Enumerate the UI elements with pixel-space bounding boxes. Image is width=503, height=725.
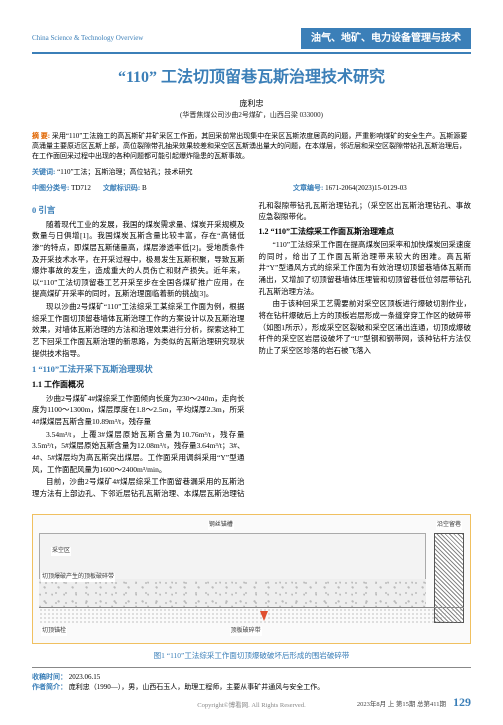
figure-label-3: 切顶爆破产生的顶板破碎带: [41, 573, 115, 582]
section-1-heading: 1 “110”工法开采下瓦斯治理现状: [32, 363, 245, 376]
figure-1-caption: 图1 “110”工法综采工作面切顶爆破破坏后形成的围岩破碎带: [32, 650, 471, 661]
authorbio-label: 作者简介：: [32, 683, 67, 691]
section-11-p1: 沙曲2号煤矿4#煤综采工作面倾向长度为230～240m，走向长度为1100～13…: [32, 393, 245, 428]
figure-label-6: 采空区: [51, 547, 71, 556]
page-number: 129: [453, 695, 471, 709]
section-12-p1: “110”工法综采工作面在提高煤炭回采率和加快煤炭回采速度的同时，给出了工作面瓦…: [259, 239, 472, 297]
col2-p1: 3.54m³/t，上覆3#煤层原始瓦斯含量为10.76m³/t，残存量3.5m³…: [32, 429, 245, 476]
figure-label-2: 沿空留巷: [436, 521, 462, 530]
clc-label: 中图分类号:: [32, 184, 69, 192]
artnum-label: 文章编号:: [293, 184, 323, 192]
received-date: 2023.06.15: [69, 673, 101, 681]
two-column-body: 0 引言 随着现代工业的发展，我国的煤炭需求量、煤炭开采规模及数量与日俱增[1]…: [32, 200, 471, 508]
section-0-p2: 现以沙曲2号煤矿“110”工法综采工某综采工作面为例，根据综采工作面切顶留巷墙体…: [32, 301, 245, 359]
article-title: “110” 工法切顶留巷瓦斯治理技术研究: [32, 66, 471, 90]
figure-rubble-zone: [39, 579, 426, 607]
page-number-block: 2023年8月 上 第15期 总第411期 129: [357, 693, 471, 711]
header-row: China Science & Technology Overview 油气、地…: [32, 28, 471, 54]
section-12-heading: 1.2 “110”工法综采工作面瓦斯治理难点: [259, 226, 472, 238]
abstract-text: 采用“110”工法施工的高瓦斯矿井矿采区工作面，其回采前常出现集中在采区瓦斯浓度…: [32, 132, 467, 160]
doccode-label: 文献标识码:: [103, 184, 140, 192]
footer-section: 收稿时间： 2023.06.15 作者简介： 庞利忠（1990—），男，山西石玉…: [32, 667, 471, 693]
section-0-heading: 0 引言: [32, 204, 245, 217]
abstract-block: 摘 要: 采用“110”工法施工的高瓦斯矿井矿采区工作面，其回采前常出现集中在采…: [32, 131, 471, 161]
page: China Science & Technology Overview 油气、地…: [0, 0, 503, 725]
article-author: 庞利忠: [32, 98, 471, 110]
article-affiliation: (华晋焦煤公司沙曲2号煤矿，山西吕梁 033000): [32, 110, 471, 121]
journal-name-en: China Science & Technology Overview: [32, 33, 301, 44]
authorbio-text: 庞利忠（1990—），男，山西石玉人，助理工程师，主要从事矿井通风与安全工作。: [69, 683, 325, 691]
figure-1: 钢丝锚槽 沿空留巷 切顶爆破产生的顶板破碎带 切顶锚栓 顶板破碎带 采空区: [32, 514, 471, 644]
section-12-p2: 由于该种回采工艺需要前对采空区顶板进行爆破切割作业，将在钻杆爆破后上方的顶板岩层…: [259, 298, 472, 356]
received-label: 收稿时间：: [32, 673, 67, 681]
issue-info: 2023年8月 上 第15期 总第411期: [357, 701, 446, 708]
figure-label-5: 顶板破碎带: [230, 627, 262, 636]
abstract-label: 摘 要:: [32, 132, 50, 140]
figure-arrow-icon: [260, 611, 268, 621]
keywords-label: 关键词:: [32, 168, 55, 176]
figure-floor-strata: [39, 607, 464, 625]
section-11-heading: 1.1 工作面概况: [32, 379, 245, 391]
category-badge: 油气、地矿、电力设备管理与技术: [301, 28, 471, 49]
figure-label-1: 钢丝锚槽: [208, 521, 234, 530]
classification-row: 中图分类号: TD712 文献标识码: B 文章编号: 1671-2064(20…: [32, 183, 471, 194]
keywords-text: “110”工法；瓦斯治理；高位钻孔；技术研究: [57, 168, 192, 176]
section-0-p1: 随着现代工业的发展，我国的煤炭需求量、煤炭开采规模及数量与日俱增[1]。我国煤炭…: [32, 219, 245, 300]
doccode-value: B: [142, 184, 147, 192]
artnum-value: 1671-2064(2023)15-0129-03: [325, 184, 407, 192]
figure-label-4: 切顶锚栓: [41, 627, 67, 636]
clc-value: TD712: [71, 184, 91, 192]
keywords-block: 关键词: “110”工法；瓦斯治理；高位钻孔；技术研究: [32, 167, 471, 177]
